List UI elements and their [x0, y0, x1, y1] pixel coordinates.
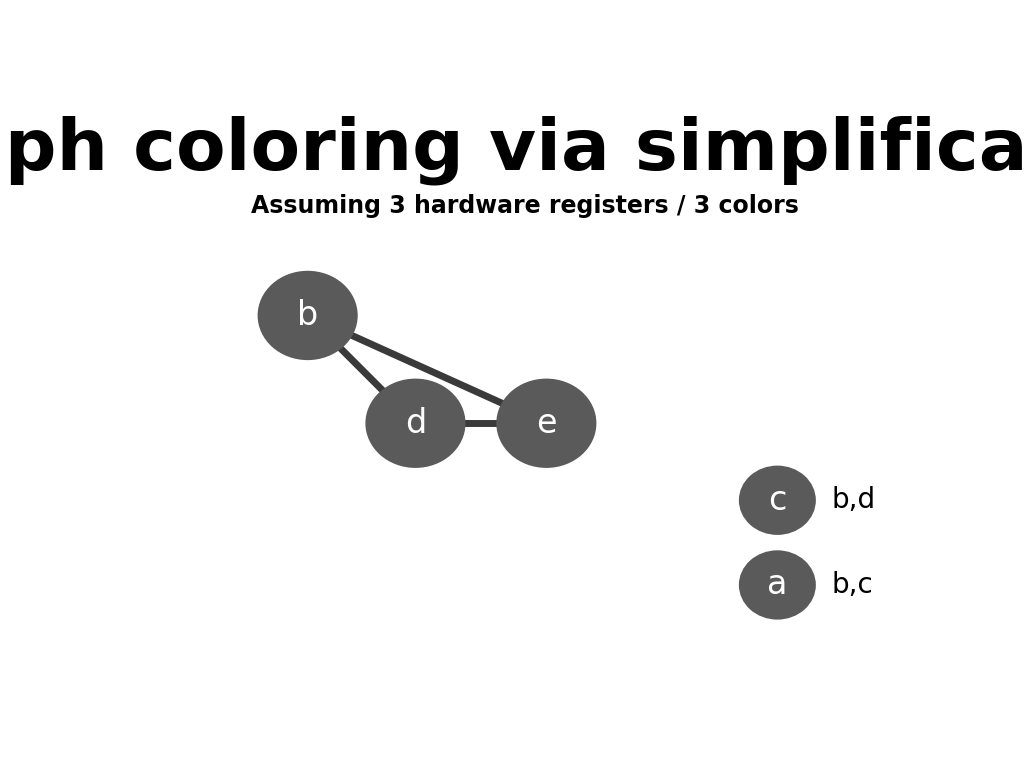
- Text: Graph coloring via simplification: Graph coloring via simplification: [0, 115, 1024, 184]
- Ellipse shape: [497, 379, 596, 468]
- Text: b,d: b,d: [831, 486, 876, 515]
- Text: d: d: [404, 407, 426, 440]
- Text: c: c: [768, 484, 786, 517]
- Ellipse shape: [739, 465, 816, 535]
- Text: b,c: b,c: [831, 571, 873, 599]
- Ellipse shape: [739, 551, 816, 620]
- Ellipse shape: [366, 379, 466, 468]
- Ellipse shape: [258, 271, 357, 360]
- Text: e: e: [537, 407, 557, 440]
- Text: b: b: [297, 299, 318, 332]
- Text: a: a: [767, 568, 787, 601]
- Text: Assuming 3 hardware registers / 3 colors: Assuming 3 hardware registers / 3 colors: [251, 194, 799, 218]
